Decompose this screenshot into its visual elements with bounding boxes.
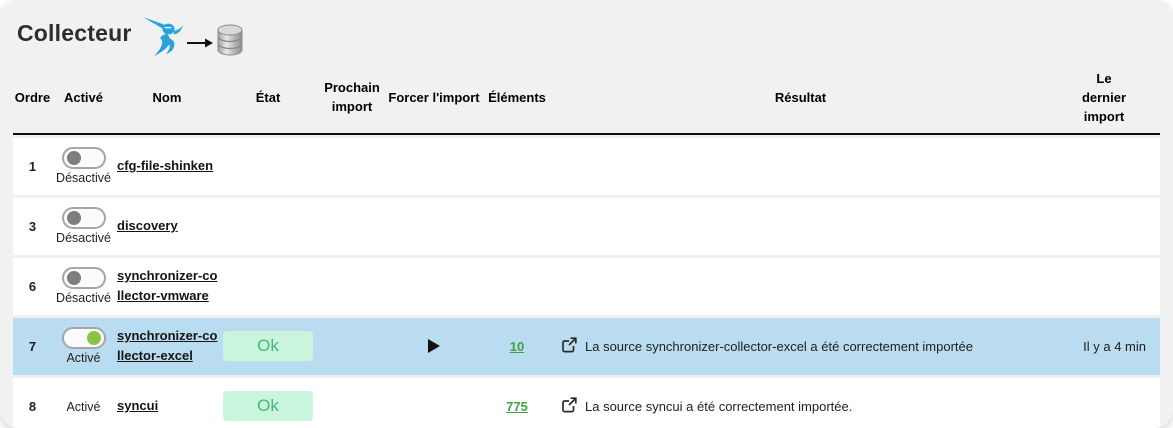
order-cell: 8 (28, 398, 37, 414)
header-prochain-import: Prochain import (324, 80, 380, 115)
header-nom: Nom (152, 89, 182, 105)
collector-name-link[interactable]: synchronizer-collector-vmware (117, 267, 218, 304)
status-badge: Ok (223, 391, 313, 422)
titlebar: Collecteur (13, 14, 1160, 66)
elements-count-link[interactable]: 775 (506, 398, 528, 414)
table-header: Ordre Activé Nom État Prochain import Fo… (13, 66, 1160, 135)
header-forcer-import: Forcer l'import (388, 89, 480, 105)
toggle-knob (86, 331, 101, 346)
active-label: Activé (66, 351, 101, 366)
active-cell: Désactivé (52, 267, 115, 305)
order-cell: 3 (28, 218, 37, 234)
active-label: Désactivé (56, 231, 111, 246)
table-row-selected: 7 Activé synchronizer-collector-excel Ok… (13, 317, 1160, 375)
order-cell: 7 (28, 338, 37, 354)
toggle-switch[interactable] (61, 207, 106, 230)
active-cell: Désactivé (52, 147, 115, 185)
external-link-icon[interactable] (561, 336, 577, 356)
toggle-switch[interactable] (61, 267, 106, 290)
header-resultat: Résultat (774, 89, 827, 105)
table-row: 6 Désactivé synchronizer-collector-vmwar… (13, 257, 1160, 315)
shinken-ninja-icon (141, 14, 187, 58)
header-ordre: Ordre (14, 89, 51, 105)
database-icon (216, 24, 244, 57)
status-badge: Ok (223, 331, 313, 362)
elements-count-link[interactable]: 10 (509, 338, 525, 354)
header-dernier-import: Le dernier import (1081, 71, 1127, 124)
table-row: 1 Désactivé cfg-file-shinken (13, 137, 1160, 195)
order-cell: 6 (28, 278, 37, 294)
table-row: 3 Désactivé discovery (13, 197, 1160, 255)
result-message: La source synchronizer-collector-excel a… (585, 338, 974, 354)
toggle-switch[interactable] (61, 327, 106, 350)
toggle-switch[interactable] (61, 147, 106, 170)
active-cell: Activé (52, 327, 115, 365)
table-row: 8 Activé syncui Ok 775 La source syncui … (13, 377, 1160, 428)
toggle-knob (66, 271, 81, 286)
header-elements: Éléments (488, 89, 546, 105)
result-message: La source syncui a été correctement impo… (585, 398, 853, 414)
active-cell: Activé (52, 398, 115, 414)
logo-cluster (141, 14, 244, 58)
collector-name-link[interactable]: syncui (117, 397, 159, 413)
order-cell: 1 (28, 158, 37, 174)
active-cell: Désactivé (52, 207, 115, 245)
external-link-icon[interactable] (561, 396, 577, 416)
header-etat: État (255, 89, 281, 105)
active-label: Activé (66, 400, 101, 415)
page-title: Collecteur (17, 20, 132, 46)
active-label: Désactivé (56, 291, 111, 306)
header-active: Activé (63, 89, 104, 105)
collector-name-link[interactable]: discovery (117, 217, 178, 233)
collector-name-link[interactable]: synchronizer-collector-excel (117, 327, 218, 364)
toggle-knob (66, 151, 81, 166)
last-import-cell: Il y a 4 min (1083, 338, 1146, 354)
play-icon[interactable] (428, 339, 440, 354)
arrow-right-icon (187, 38, 214, 48)
toggle-knob (66, 211, 81, 226)
active-label: Désactivé (56, 171, 111, 186)
collector-name-link[interactable]: cfg-file-shinken (117, 157, 214, 173)
